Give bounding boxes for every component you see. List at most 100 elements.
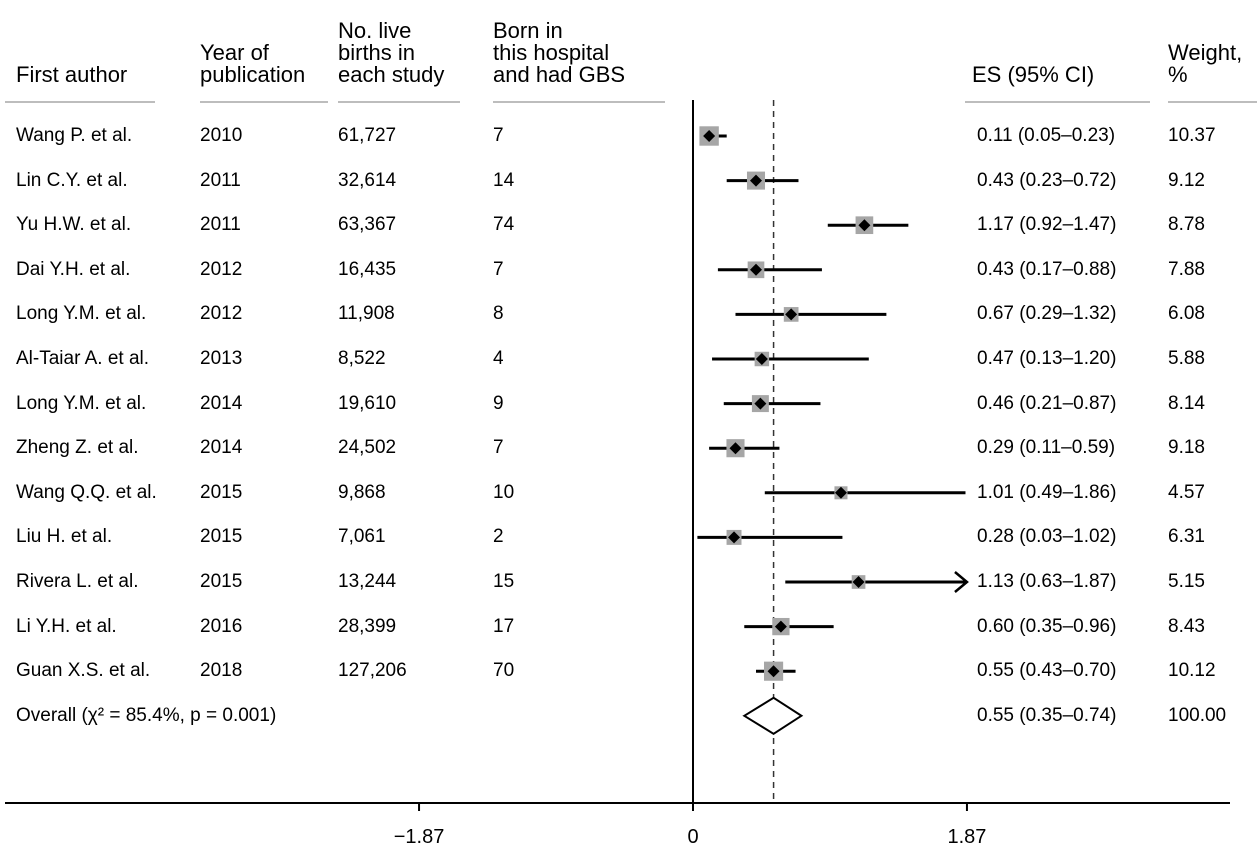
study-es-cell: 0.43 (0.23–0.72) xyxy=(977,169,1117,191)
study-author-cell: Dai Y.H. et al. xyxy=(16,258,131,280)
study-weight-cell: 5.88 xyxy=(1168,348,1205,369)
study-births-cell: 13,244 xyxy=(338,571,397,592)
study-gbs-cell: 17 xyxy=(493,615,515,637)
study-weight-cell: 9.18 xyxy=(1168,437,1205,459)
point-estimate xyxy=(703,130,716,142)
study-gbs-cell: 4 xyxy=(493,348,504,369)
study-es-cell: 0.67 (0.29–1.32) xyxy=(977,303,1117,325)
study-births-cell: 11,908 xyxy=(338,303,395,325)
study-es-cell: 0.29 (0.11–0.59) xyxy=(977,437,1116,459)
x-tick-label: 0 xyxy=(687,826,698,845)
point-estimate xyxy=(834,486,847,499)
study-births-cell: 61,727 xyxy=(338,125,397,146)
study-author-cell: Wang Q.Q. et al. xyxy=(16,481,157,503)
study-year-cell: 2013 xyxy=(200,348,243,369)
study-births-cell: 7,061 xyxy=(338,526,386,548)
study-author-cell: Al-Taiar A. et al. xyxy=(16,348,150,369)
study-gbs-cell: 8 xyxy=(493,303,504,325)
study-es-cell: 1.13 (0.63–1.87) xyxy=(977,571,1117,592)
study-es-cell: 0.11 (0.05–0.23) xyxy=(977,125,1116,146)
study-es-cell: 0.28 (0.03–1.02) xyxy=(977,526,1117,548)
study-es-cell: 0.47 (0.13–1.20) xyxy=(977,348,1117,369)
study-weight-cell: 8.78 xyxy=(1168,214,1205,236)
study-births-cell: 16,435 xyxy=(338,258,397,280)
study-weight-cell: 5.15 xyxy=(1168,571,1205,592)
study-births-cell: 32,614 xyxy=(338,169,397,191)
point-estimate xyxy=(749,263,762,276)
header-weight: Weight, % xyxy=(1168,40,1243,87)
study-weight-cell: 4.57 xyxy=(1168,481,1205,503)
study-es-cell: 1.17 (0.92–1.47) xyxy=(977,214,1117,236)
study-births-cell: 63,367 xyxy=(338,214,397,236)
study-weight-cell: 9.12 xyxy=(1168,169,1205,191)
study-gbs-cell: 2 xyxy=(493,526,504,548)
study-author-cell: Guan X.S. et al. xyxy=(16,660,151,682)
study-year-cell: 2011 xyxy=(200,214,241,236)
study-weight-cell: 8.14 xyxy=(1168,392,1205,414)
study-gbs-cell: 70 xyxy=(493,660,515,682)
overall-diamond xyxy=(742,696,804,735)
study-weight-cell: 6.08 xyxy=(1168,303,1205,325)
study-author-cell: Long Y.M. et al. xyxy=(16,303,147,325)
overall-es-cell: 0.55 (0.35–0.74) xyxy=(977,704,1117,726)
point-estimate xyxy=(749,174,762,187)
study-author-cell: Lin C.Y. et al. xyxy=(16,169,128,191)
study-weight-cell: 10.12 xyxy=(1168,660,1216,682)
x-tick-label: 1.87 xyxy=(947,826,986,845)
study-births-cell: 28,399 xyxy=(338,615,397,637)
study-year-cell: 2015 xyxy=(200,571,243,592)
study-year-cell: 2012 xyxy=(200,258,243,280)
header-first-author: First author xyxy=(16,62,128,87)
point-estimate xyxy=(754,397,767,410)
study-gbs-cell: 10 xyxy=(493,481,515,503)
overall-label: Overall (χ² = 85.4%, p = 0.001) xyxy=(16,704,277,726)
study-births-cell: 24,502 xyxy=(338,437,397,459)
study-author-cell: Liu H. et al. xyxy=(16,526,113,548)
study-year-cell: 2016 xyxy=(200,615,243,637)
study-births-cell: 8,522 xyxy=(338,348,386,369)
ci-arrow xyxy=(954,571,969,593)
study-births-cell: 9,868 xyxy=(338,481,386,503)
point-estimate xyxy=(767,665,780,678)
study-weight-cell: 7.88 xyxy=(1168,258,1205,280)
study-weight-cell: 10.37 xyxy=(1168,125,1216,146)
point-estimate xyxy=(858,219,871,232)
study-weight-cell: 6.31 xyxy=(1168,526,1205,548)
study-year-cell: 2010 xyxy=(200,125,243,146)
point-estimate xyxy=(755,353,768,365)
study-author-cell: Li Y.H. et al. xyxy=(16,615,117,637)
study-es-cell: 0.43 (0.17–0.88) xyxy=(977,258,1117,280)
study-gbs-cell: 14 xyxy=(493,169,515,191)
study-author-cell: Yu H.W. et al. xyxy=(16,214,132,236)
header-es-ci: ES (95% CI) xyxy=(972,62,1095,87)
study-author-cell: Long Y.M. et al. xyxy=(16,392,147,414)
study-gbs-cell: 7 xyxy=(493,125,504,146)
study-author-cell: Zheng Z. et al. xyxy=(16,437,139,459)
study-es-cell: 1.01 (0.49–1.86) xyxy=(977,481,1117,503)
header-live-births: No. live births in each study xyxy=(338,18,445,87)
overall-weight-cell: 100.00 xyxy=(1168,704,1227,726)
point-estimate xyxy=(785,308,798,321)
point-estimate xyxy=(728,531,741,544)
point-estimate xyxy=(852,576,865,588)
study-gbs-cell: 7 xyxy=(493,437,504,459)
study-author-cell: Wang P. et al. xyxy=(16,125,133,146)
study-gbs-cell: 74 xyxy=(493,214,515,236)
study-gbs-cell: 9 xyxy=(493,392,504,414)
study-year-cell: 2014 xyxy=(200,437,243,459)
header-born-gbs: Born in this hospital and had GBS xyxy=(493,18,626,87)
study-author-cell: Rivera L. et al. xyxy=(16,571,139,592)
study-year-cell: 2015 xyxy=(200,481,243,503)
study-births-cell: 19,610 xyxy=(338,392,397,414)
study-year-cell: 2012 xyxy=(200,303,243,325)
header-year: Year of publication xyxy=(200,40,306,87)
study-gbs-cell: 7 xyxy=(493,258,504,280)
point-estimate xyxy=(774,620,787,633)
study-year-cell: 2011 xyxy=(200,169,241,191)
study-gbs-cell: 15 xyxy=(493,571,515,592)
study-births-cell: 127,206 xyxy=(338,660,407,682)
study-year-cell: 2018 xyxy=(200,660,243,682)
study-year-cell: 2014 xyxy=(200,392,243,414)
study-year-cell: 2015 xyxy=(200,526,243,548)
